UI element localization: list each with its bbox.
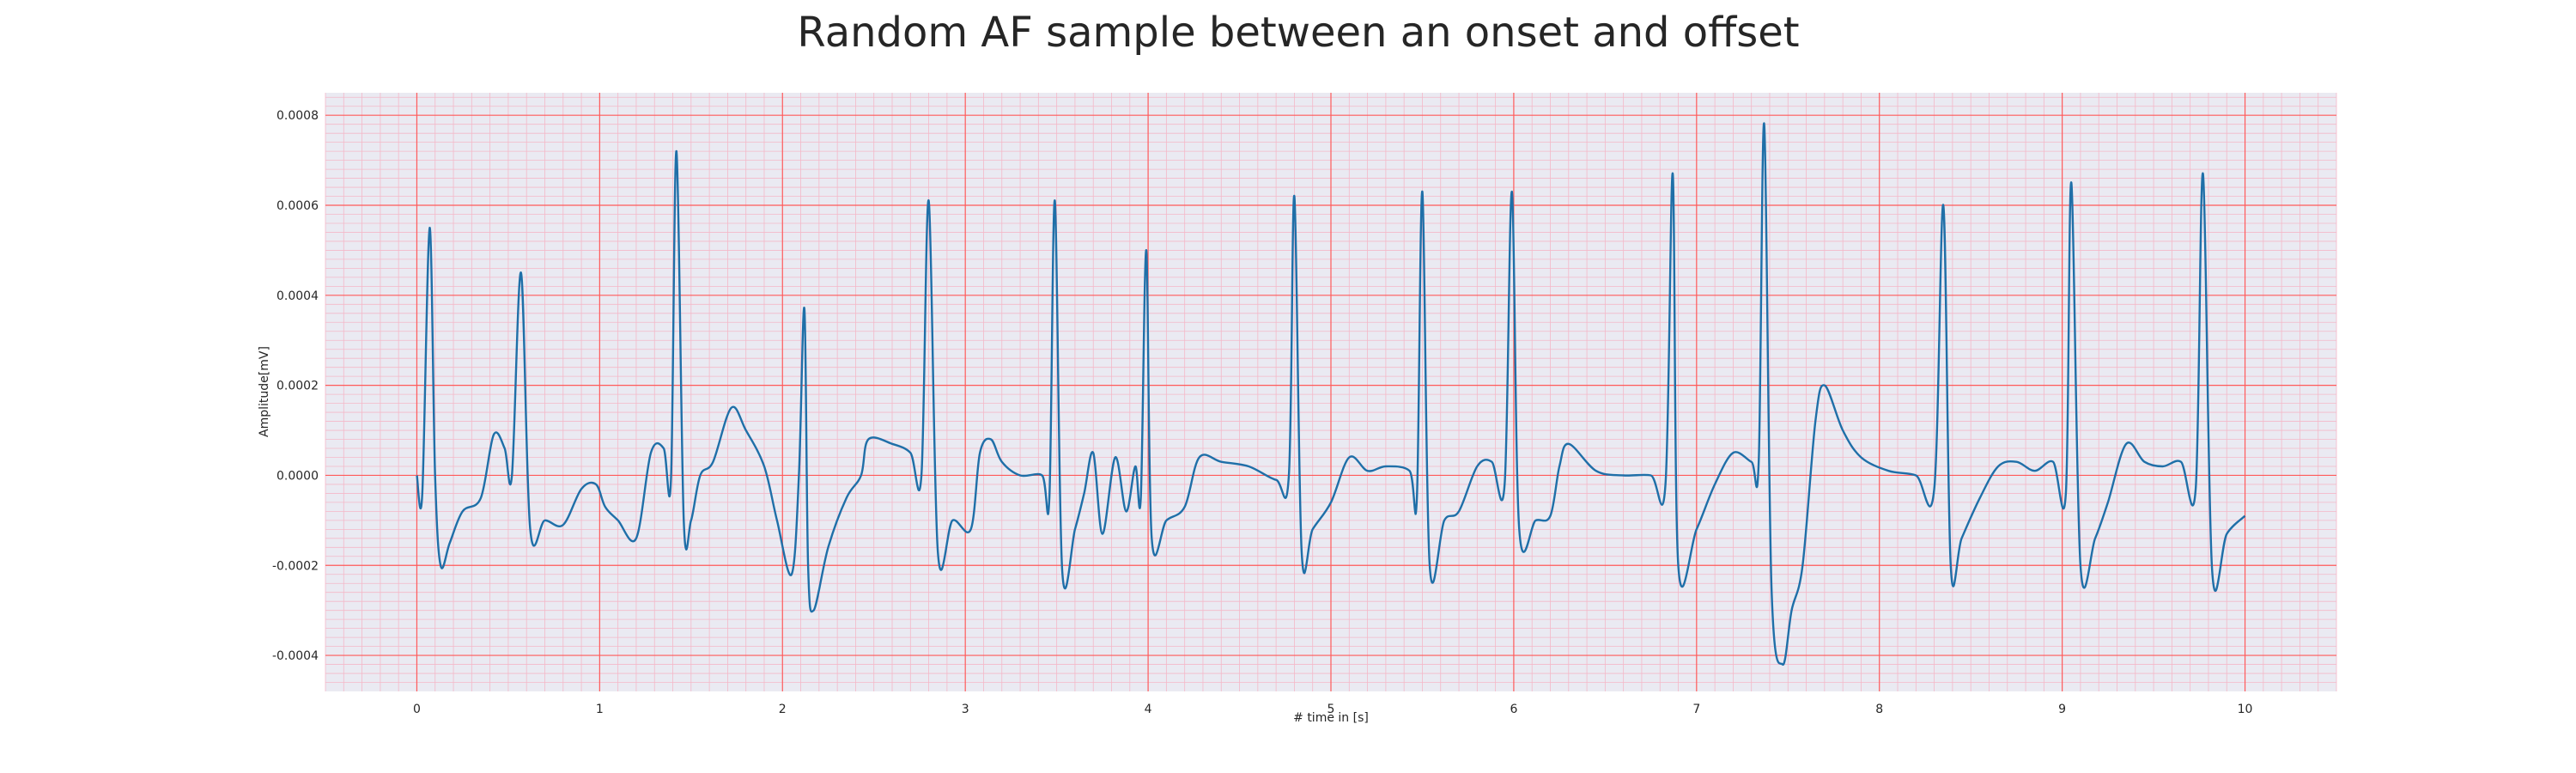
y-axis-label: Amplitude[mV] xyxy=(258,346,271,437)
x-tick-label: 2 xyxy=(779,703,787,716)
y-tick-label: 0.0002 xyxy=(276,380,319,393)
y-tick-label: 0.0008 xyxy=(276,109,319,123)
y-tick-label: 0.0006 xyxy=(276,199,319,213)
chart-title: Random AF sample between an onset and of… xyxy=(797,9,1799,57)
x-tick-label: 5 xyxy=(1327,703,1335,716)
y-tick-label: 0.0004 xyxy=(276,289,319,303)
y-tick-label: -0.0002 xyxy=(272,559,319,573)
ecg-signal-line xyxy=(416,122,2246,666)
x-tick-label: 8 xyxy=(1875,703,1883,716)
y-tick-label: 0.0000 xyxy=(276,469,319,483)
x-tick-label: 9 xyxy=(2058,703,2066,716)
y-tick-label: -0.0004 xyxy=(272,649,319,663)
major-grid xyxy=(325,93,2336,691)
x-tick-label: 6 xyxy=(1510,703,1517,716)
x-tick-label: 4 xyxy=(1145,703,1152,716)
x-tick-label: 7 xyxy=(1692,703,1700,716)
x-tick-label: 3 xyxy=(962,703,969,716)
x-tick-label: 0 xyxy=(413,703,421,716)
x-axis-ticks: 0 1 2 3 4 5 6 7 8 9 10 xyxy=(413,703,2252,716)
x-tick-label: 1 xyxy=(596,703,604,716)
x-tick-label: 10 xyxy=(2238,703,2253,716)
x-axis-label: # time in [s] xyxy=(1293,711,1369,725)
y-axis-ticks: -0.0004 -0.0002 0.0000 0.0002 0.0004 0.0006 0.… xyxy=(272,109,319,663)
